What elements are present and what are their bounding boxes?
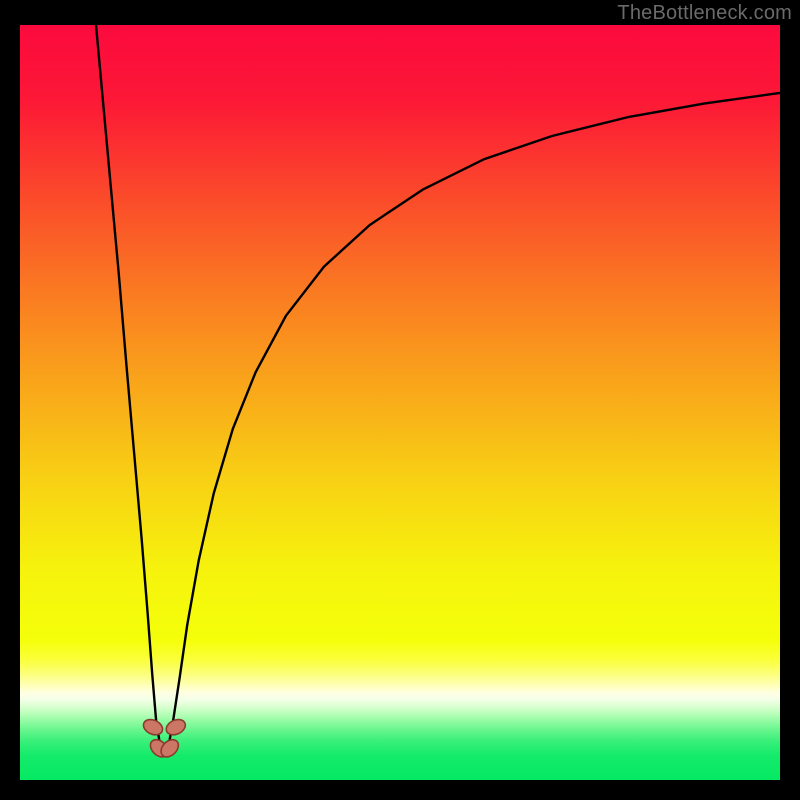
gradient-background	[20, 25, 780, 780]
watermark-text: TheBottleneck.com	[617, 2, 792, 25]
bottleneck-curve-plot	[20, 25, 780, 780]
chart-container: TheBottleneck.com	[0, 0, 800, 800]
